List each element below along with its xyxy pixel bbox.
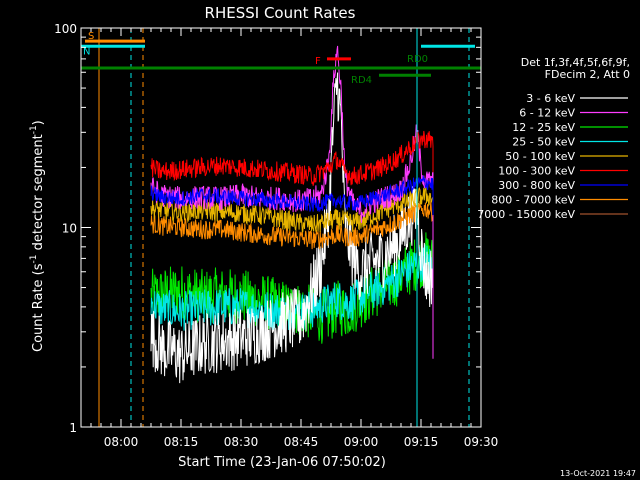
legend-entry-label: 7000 - 15000 keV <box>477 208 575 221</box>
y-axis-label: Count Rate (s-1 detector segment-1) <box>29 120 46 352</box>
series-line-3-6-keV <box>150 72 434 384</box>
footer-timestamp: 13-Oct-2021 19:47 <box>560 469 636 478</box>
flag-label: RD4 <box>351 75 372 86</box>
flag-label: F <box>315 56 321 67</box>
y-tick-label: 10 <box>62 222 77 236</box>
x-tick-label: 08:30 <box>224 435 259 449</box>
legend-entry-label: 300 - 800 keV <box>498 179 575 192</box>
axes-layer: 08:00 08:15 08:30 08:45 09:00 09:15 09:30 1 10 10… <box>54 22 498 449</box>
flag-label: S <box>88 31 94 42</box>
x-tick-label: 08:00 <box>104 435 139 449</box>
x-tick-label: 09:30 <box>464 435 499 449</box>
x-tick-label: 08:15 <box>164 435 199 449</box>
flag-label: N <box>83 46 90 57</box>
legend-entry-label: 12 - 25 keV <box>512 121 575 134</box>
legend-entry-label: 25 - 50 keV <box>512 136 575 149</box>
series-line-300-800-keV <box>150 175 434 215</box>
x-tick-label: 08:45 <box>284 435 319 449</box>
plot-data-layer <box>150 45 434 384</box>
chart-title: RHESSI Count Rates <box>205 4 356 22</box>
legend-entry-label: 100 - 300 keV <box>498 165 575 178</box>
legend: Det 1f,3f,4f,5f,6f,9f, FDecim 2, Att 0 3… <box>477 56 630 221</box>
legend-entry-label: 50 - 100 keV <box>505 150 575 163</box>
series-line-800-7000-keV <box>150 200 434 250</box>
series-line-100-300-keV <box>150 130 434 186</box>
y-tick-label: 100 <box>54 22 77 36</box>
series-line-50-100-keV <box>150 184 434 233</box>
x-axis-label: Start Time (23-Jan-06 07:50:02) <box>178 455 386 470</box>
overlay-layer: SN F RD0 RD4 <box>81 28 481 427</box>
flag-label: RD0 <box>407 54 428 65</box>
y-tick-label: 1 <box>69 421 77 435</box>
x-tick-label: 09:00 <box>344 435 379 449</box>
legend-subtitle: FDecim 2, Att 0 <box>545 68 630 81</box>
legend-entry-label: 6 - 12 keV <box>519 107 575 120</box>
legend-entry-label: 3 - 6 keV <box>526 92 575 105</box>
x-tick-label: 09:15 <box>404 435 439 449</box>
legend-entry-label: 800 - 7000 keV <box>491 194 575 207</box>
legend-title: Det 1f,3f,4f,5f,6f,9f, <box>521 56 630 69</box>
